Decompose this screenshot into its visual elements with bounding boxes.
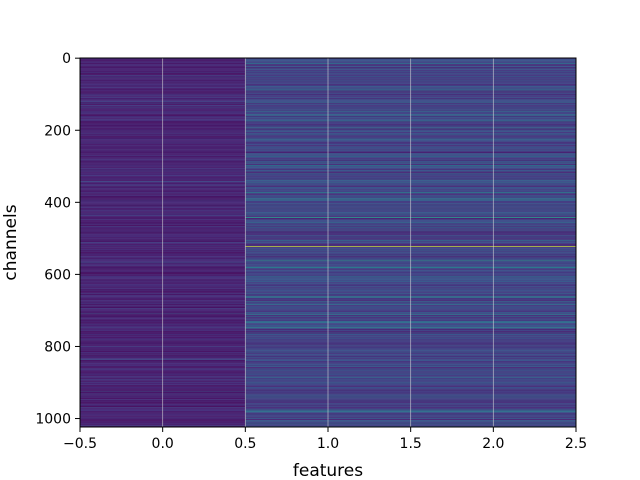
x-tick-label: −0.5	[63, 436, 97, 452]
x-tick-label: 1.5	[400, 436, 422, 452]
y-tick-label: 1000	[35, 412, 71, 428]
x-tick-label: 1.0	[317, 436, 339, 452]
y-tick-label: 0	[62, 51, 71, 67]
y-tick-label: 600	[44, 267, 71, 283]
y-tick-label: 800	[44, 339, 71, 355]
y-axis-ticks: 0 200 400 600 800 1000	[35, 51, 80, 428]
x-axis-label: features	[293, 461, 363, 480]
y-tick-label: 400	[44, 195, 71, 211]
x-tick-label: 2.5	[565, 436, 587, 452]
x-tick-label: 0.5	[234, 436, 256, 452]
y-tick-label: 200	[44, 123, 71, 139]
y-axis-label: channels	[1, 204, 21, 280]
x-tick-label: 2.0	[482, 436, 504, 452]
x-tick-label: 0.0	[152, 436, 174, 452]
x-axis-ticks: −0.5 0.0 0.5 1.0 1.5 2.0 2.5	[63, 427, 587, 452]
